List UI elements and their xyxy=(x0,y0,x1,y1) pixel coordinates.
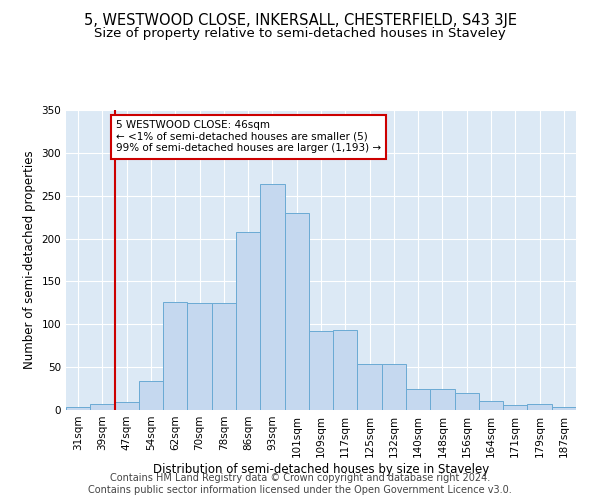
Bar xyxy=(236,232,260,410)
Bar xyxy=(284,213,309,410)
Bar xyxy=(260,184,284,410)
Bar xyxy=(503,405,527,410)
Bar xyxy=(333,330,358,410)
Text: Contains HM Land Registry data © Crown copyright and database right 2024.
Contai: Contains HM Land Registry data © Crown c… xyxy=(88,474,512,495)
Bar xyxy=(527,404,552,410)
Bar xyxy=(309,331,333,410)
X-axis label: Distribution of semi-detached houses by size in Staveley: Distribution of semi-detached houses by … xyxy=(153,462,489,475)
Bar xyxy=(406,388,430,410)
Bar xyxy=(66,406,90,410)
Text: Size of property relative to semi-detached houses in Staveley: Size of property relative to semi-detach… xyxy=(94,28,506,40)
Bar xyxy=(455,393,479,410)
Text: 5 WESTWOOD CLOSE: 46sqm
← <1% of semi-detached houses are smaller (5)
99% of sem: 5 WESTWOOD CLOSE: 46sqm ← <1% of semi-de… xyxy=(116,120,381,154)
Bar xyxy=(479,400,503,410)
Bar xyxy=(552,408,576,410)
Bar xyxy=(139,381,163,410)
Bar xyxy=(187,303,212,410)
Bar xyxy=(90,404,115,410)
Bar xyxy=(163,302,187,410)
Bar xyxy=(115,402,139,410)
Bar xyxy=(430,388,455,410)
Text: 5, WESTWOOD CLOSE, INKERSALL, CHESTERFIELD, S43 3JE: 5, WESTWOOD CLOSE, INKERSALL, CHESTERFIE… xyxy=(83,12,517,28)
Bar xyxy=(382,364,406,410)
Bar xyxy=(358,364,382,410)
Y-axis label: Number of semi-detached properties: Number of semi-detached properties xyxy=(23,150,36,370)
Bar xyxy=(212,303,236,410)
